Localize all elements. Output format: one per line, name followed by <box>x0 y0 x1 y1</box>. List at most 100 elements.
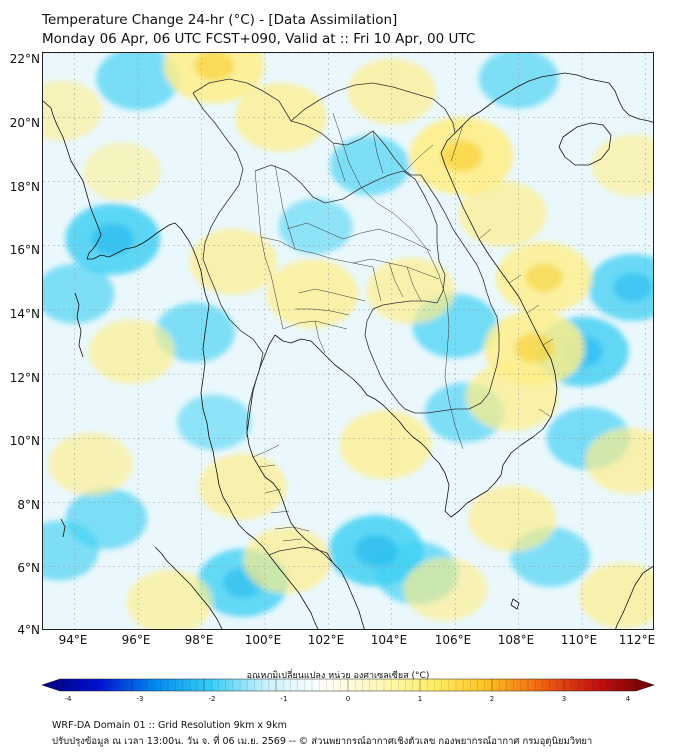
colorbar-tick-label: -4 <box>64 695 72 703</box>
map-panel[interactable] <box>42 52 654 630</box>
province-lines-north <box>254 164 374 268</box>
colorbar-tick-label: -1 <box>280 695 288 703</box>
coastline-mekong-delta <box>438 462 504 518</box>
rivers <box>332 112 464 450</box>
cooling-region <box>478 53 559 109</box>
cooling-core <box>91 223 134 255</box>
warming-region <box>48 432 133 496</box>
river-mekong <box>332 112 464 450</box>
footer-credit: ปรับปรุงข้อมูล ณ เวลา 13:00น. วัน จ. ที่… <box>52 736 593 747</box>
lon-tick-label: 98°E <box>184 633 214 647</box>
colorbar-label: อุณหภูมิเปลี่ยนแปลง หน่วย องศาเซลเซียส (… <box>246 671 430 681</box>
lat-tick-label: 16°N <box>9 243 40 257</box>
province-lines-central <box>264 256 366 354</box>
warming-region <box>189 228 278 295</box>
graticule <box>43 53 653 629</box>
coastline-tenasserim <box>200 292 218 474</box>
cooling-region <box>155 302 236 363</box>
warming-region <box>243 527 332 594</box>
coastline-vietnam-east <box>440 72 610 466</box>
warming-region <box>347 58 436 125</box>
cooling-core <box>613 272 653 302</box>
cooling-region <box>43 263 115 324</box>
lat-tick-label: 14°N <box>9 307 40 321</box>
lat-tick-label: 4°N <box>17 623 40 637</box>
coastline-irrawaddy-delta <box>86 222 206 294</box>
chart-subtitle: Monday 06 Apr, 06 UTC FCST+090, Valid at… <box>42 31 476 47</box>
colorbar <box>41 678 655 692</box>
warming-region <box>83 142 162 202</box>
warming-region <box>591 134 653 197</box>
lon-tick-label: 108°E <box>497 633 535 647</box>
coastline-andaman <box>216 472 319 629</box>
lat-tick-label: 22°N <box>9 52 40 66</box>
colorbar-tick-label: -3 <box>136 695 144 703</box>
lon-tick-label: 102°E <box>307 633 345 647</box>
colorbar-tick-label: 3 <box>561 695 567 703</box>
border-china-north <box>192 78 456 134</box>
province-lines-vietnam <box>450 124 554 418</box>
coastline-gulf-west <box>246 334 365 629</box>
province-lines-northeast <box>342 228 440 302</box>
warming-region <box>366 257 455 324</box>
nicobar-islands <box>60 518 66 538</box>
cooling-region <box>329 135 410 196</box>
cooling-region <box>96 53 180 111</box>
coastline-bangkok-bight <box>274 334 344 372</box>
lon-tick-label: 110°E <box>560 633 598 647</box>
warming-region <box>234 82 327 152</box>
warming-core <box>514 333 555 364</box>
border-myanmar-thailand <box>192 92 264 437</box>
lon-tick-label: 112°E <box>618 633 656 647</box>
coastlines <box>43 72 653 629</box>
cooling-region <box>278 198 353 255</box>
warming-region <box>88 319 175 384</box>
lon-tick-label: 94°E <box>58 633 88 647</box>
lat-tick-label: 18°N <box>9 180 40 194</box>
province-lines-laos <box>332 130 434 182</box>
colorbar-tick-label: 0 <box>345 695 351 703</box>
temperature-map <box>43 53 653 629</box>
province-lines-south <box>252 444 310 542</box>
warming-region <box>266 259 359 329</box>
warming-region <box>466 362 559 432</box>
warming-core <box>440 140 483 172</box>
lat-tick-label: 6°N <box>17 561 40 575</box>
lon-tick-label: 104°E <box>370 633 408 647</box>
colorbar-tick-label: -2 <box>208 695 216 703</box>
footer-model-info: WRF-DA Domain 01 :: Grid Resolution 9km … <box>52 720 287 731</box>
warming-region <box>198 453 287 520</box>
hainan-island <box>558 122 612 166</box>
lon-tick-label: 96°E <box>121 633 151 647</box>
chart-title: Temperature Change 24-hr (°C) - [Data As… <box>42 12 398 28</box>
warming-region <box>403 557 488 621</box>
warming-region <box>468 485 557 552</box>
colorbar-tick-label: 1 <box>417 695 423 703</box>
coastline-sumatra <box>154 546 223 629</box>
border-malaysia-thailand <box>268 546 334 564</box>
border-thailand-laos <box>254 164 446 304</box>
colorbar-tick-label: 2 <box>489 695 495 703</box>
warming-region <box>126 569 213 629</box>
warming-core <box>194 53 234 81</box>
lat-tick-label: 12°N <box>9 371 40 385</box>
coastline-gulf-east <box>342 370 440 464</box>
cooling-core <box>355 534 397 567</box>
warming-region <box>339 410 432 480</box>
colorbar-tick-label: 4 <box>625 695 631 703</box>
border-laos-vietnam <box>290 120 500 334</box>
lat-tick-label: 20°N <box>9 116 40 130</box>
border-cambodia <box>364 300 500 414</box>
lat-tick-label: 10°N <box>9 434 40 448</box>
coastline-south-china <box>608 82 653 123</box>
andaman-islands <box>74 292 84 358</box>
coastline-borneo <box>615 565 653 629</box>
warming-core <box>525 263 563 292</box>
temperature-field <box>43 53 653 629</box>
lon-tick-label: 106°E <box>434 633 472 647</box>
natuna-islands <box>510 598 520 610</box>
cooling-region <box>177 394 252 451</box>
coastline-myanmar-west <box>43 100 102 236</box>
warming-region <box>585 427 653 494</box>
warming-region <box>579 562 653 629</box>
